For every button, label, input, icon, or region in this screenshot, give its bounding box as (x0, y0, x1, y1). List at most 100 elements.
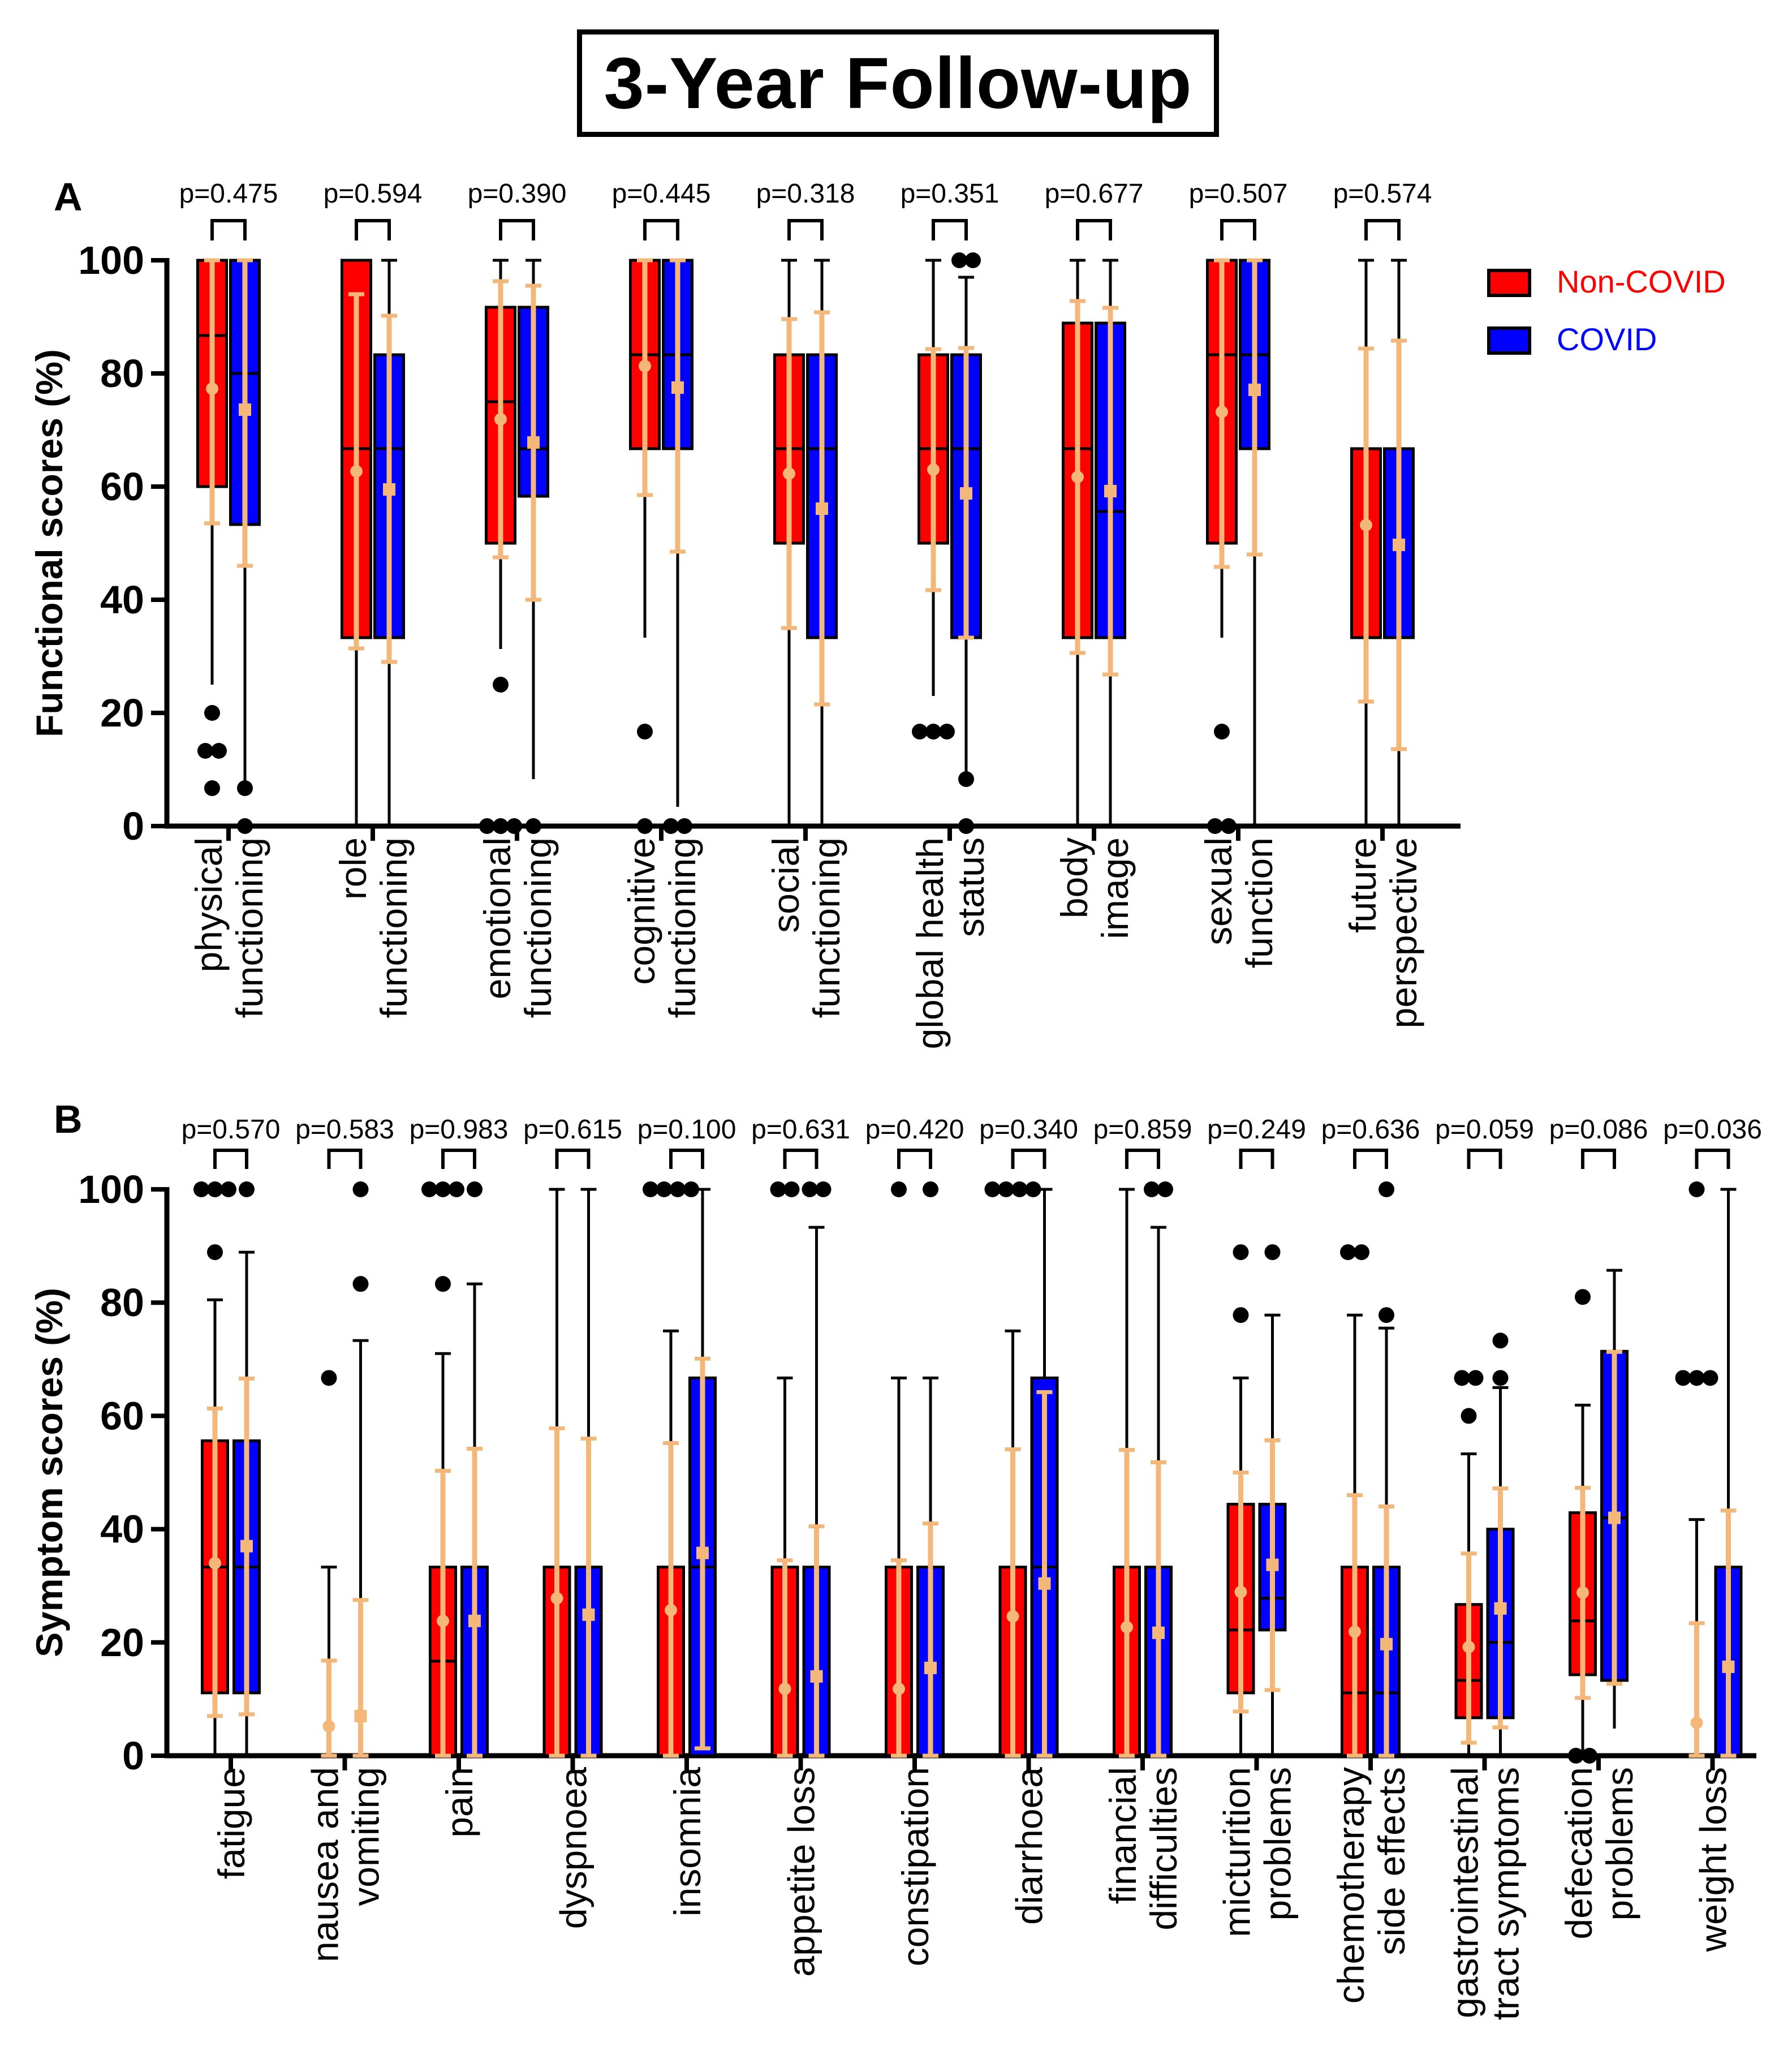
box-non-covid (341, 259, 372, 826)
category-label: future (1342, 837, 1384, 933)
outlier-point (449, 1181, 464, 1197)
category-label: fatigue (210, 1767, 252, 1879)
p-value-label: p=0.615 (523, 1115, 622, 1145)
outlier-point (1233, 1307, 1249, 1323)
figure-title: 3-Year Follow-up (604, 42, 1192, 124)
outlier-point (435, 1181, 451, 1197)
category-label: global health (909, 837, 951, 1049)
outlier-point (891, 1181, 907, 1197)
outlier-point (221, 1181, 236, 1197)
box-covid (346, 1181, 375, 1758)
box-non-covid (773, 259, 805, 826)
mean-marker (1608, 1511, 1621, 1524)
category-label: weight loss (1692, 1767, 1734, 1953)
y-tick-label: 100 (78, 1167, 144, 1211)
box-covid (460, 1181, 489, 1758)
significance-bracket (1239, 1149, 1274, 1169)
box-non-covid (479, 259, 522, 834)
outlier-point (783, 1181, 800, 1197)
mean-marker (383, 483, 395, 496)
outlier-point (1340, 1244, 1356, 1261)
outlier-point (951, 252, 967, 268)
box-non-covid (542, 1188, 571, 1758)
category-label: functioning (373, 837, 415, 1018)
category-label: physical (188, 837, 230, 972)
category-label: tract symptoms (1485, 1767, 1527, 2020)
mean-marker (778, 1682, 791, 1695)
y-axis-label: Functional scores (%) (28, 349, 70, 737)
category-label: constipation (894, 1767, 936, 1966)
p-value-label: p=0.086 (1549, 1115, 1648, 1145)
mean-marker (437, 1614, 449, 1627)
category-label: gastrointestinal (1444, 1767, 1486, 2018)
p-value-label: p=0.340 (979, 1115, 1078, 1145)
p-value-label: p=0.983 (410, 1115, 509, 1145)
panel-letter: B (54, 1097, 83, 1141)
box-covid (518, 259, 549, 834)
mean-marker (1494, 1602, 1507, 1615)
category-label: functioning (517, 837, 559, 1018)
box-covid (950, 252, 982, 834)
mean-marker (810, 1670, 823, 1683)
category-label: functioning (661, 837, 703, 1018)
category-label: financial (1102, 1767, 1144, 1904)
box-covid (1486, 1332, 1515, 1756)
mean-marker (240, 1540, 253, 1553)
mean-marker (665, 1604, 677, 1617)
p-value-label: p=0.859 (1093, 1115, 1192, 1145)
significance-bracket (1467, 1149, 1502, 1169)
box-covid (1383, 259, 1415, 826)
panel-b: B Symptom scores (%) 0 20 40 60 80 100 p=0.570 fa… (28, 1097, 1762, 2020)
p-value-label: p=0.677 (1045, 179, 1144, 209)
y-tick-label: 20 (100, 1620, 144, 1665)
mean-marker (1349, 1625, 1361, 1638)
significance-bracket (669, 1149, 704, 1169)
outlier-point (965, 252, 981, 268)
box-non-covid (629, 258, 661, 834)
category-label: status (950, 837, 992, 937)
p-value-label: p=0.631 (751, 1115, 850, 1145)
mean-marker (1380, 1637, 1393, 1650)
significance-bracket (441, 1149, 476, 1169)
significance-bracket (1011, 1149, 1046, 1169)
category-label: insomnia (666, 1767, 708, 1916)
mean-marker (1104, 485, 1117, 497)
outlier-point (1207, 818, 1223, 834)
box-covid (1030, 1188, 1059, 1758)
mean-marker (1722, 1660, 1735, 1673)
outlier-point (656, 1181, 672, 1197)
mean-marker (924, 1661, 937, 1674)
y-tick-label: 20 (100, 691, 144, 735)
y-axis-label: Symptom scores (%) (28, 1288, 70, 1657)
mean-marker (639, 360, 651, 372)
outlier-point (802, 1181, 818, 1197)
outlier-point (1575, 1289, 1591, 1305)
category-label: perspective (1382, 837, 1424, 1029)
p-value-label: p=0.583 (295, 1115, 394, 1145)
category-group: p=0.570 fatigue (182, 1115, 281, 1879)
mean-marker (494, 413, 507, 425)
p-value-label: p=0.420 (865, 1115, 964, 1145)
box-covid (688, 1188, 717, 1757)
significance-bracket (1353, 1149, 1388, 1169)
y-tick-label: 80 (100, 351, 144, 396)
outlier-point (204, 705, 220, 721)
panel-a: A Functional scores (%) 0 20 40 60 80 100 p=0.47… (28, 175, 1726, 1049)
outlier-point (506, 818, 522, 834)
category-label: dyspnoea (553, 1767, 595, 1929)
box-covid (916, 1181, 945, 1758)
outlier-point (467, 1181, 483, 1197)
category-group: p=0.631 appetite loss (751, 1115, 850, 1977)
outlier-point (239, 1181, 255, 1197)
box-covid (232, 1181, 261, 1756)
box-non-covid (1113, 1188, 1141, 1758)
mean-marker (209, 1557, 221, 1570)
